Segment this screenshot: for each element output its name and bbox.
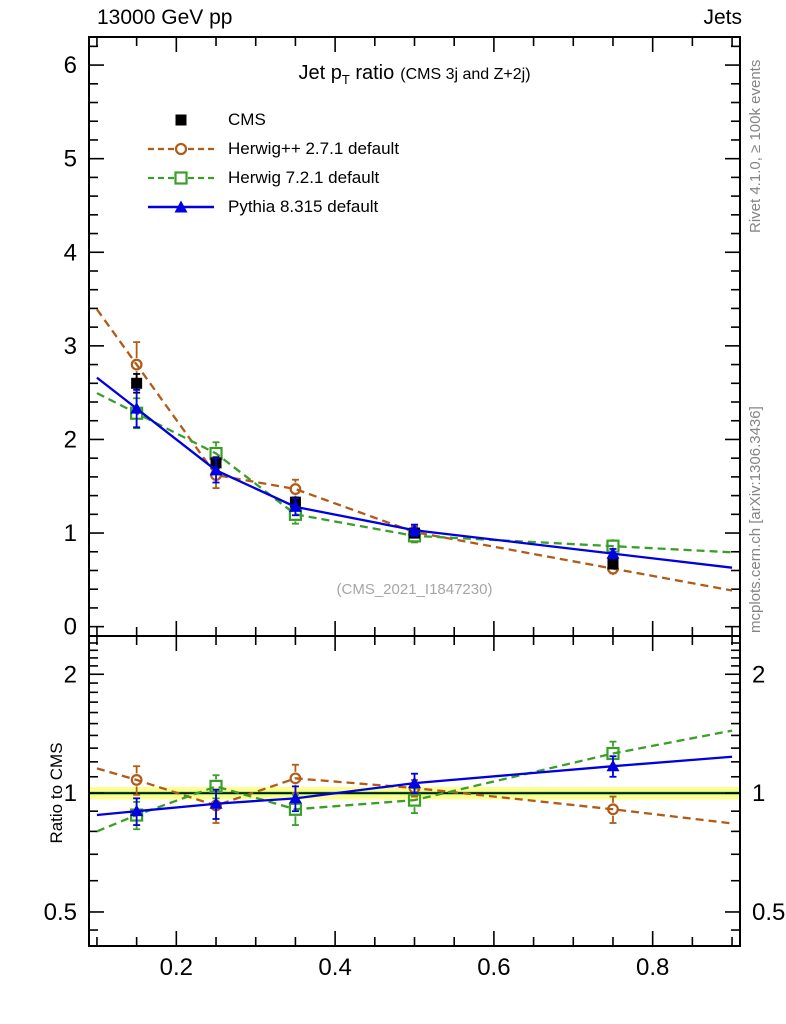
main-y-tick-label: 1: [64, 520, 77, 547]
plot-title: Jet pT ratio (CMS 3j and Z+2j): [89, 62, 740, 87]
ratio-herwigpp-marker: [130, 774, 143, 786]
watermark-label: (CMS_2021_I1847230): [336, 581, 493, 598]
herwigpp-marker-icon: [148, 142, 214, 155]
herwigpp-marker: [289, 483, 302, 495]
mcplots-credit-label: mcplots.cern.ch [arXiv:1306.3436]: [747, 406, 764, 633]
cms-marker-icon: [175, 114, 187, 125]
main-y-tick-label: 0: [64, 614, 77, 641]
ratio-pythia-marker: [209, 797, 223, 809]
plot-title-subscript: T: [341, 72, 350, 87]
legend-item-pythia: Pythia 8.315 default: [146, 192, 399, 221]
cms-marker: [607, 558, 619, 570]
ratio-herwigpp-marker: [607, 803, 619, 816]
legend: CMS Herwig++ 2.7.1 default Herwig 7.2.1 …: [146, 105, 399, 221]
plot-title-note: (CMS 3j and Z+2j): [400, 66, 531, 83]
ratio-pythia-marker: [408, 776, 421, 789]
ratio-panel-frame: [88, 635, 741, 947]
pythia-marker: [130, 402, 144, 414]
legend-label-herwig7: Herwig 7.2.1 default: [228, 167, 380, 187]
ratio-herwigpp-line: [96, 767, 733, 825]
herwigpp-marker: [130, 358, 143, 371]
ratio-herwigpp-marker: [289, 772, 302, 785]
legend-label-pythia: Pythia 8.315 default: [228, 196, 379, 216]
ratio-y-tick-label: 2: [64, 661, 77, 688]
main-y-tick-label: 2: [64, 426, 77, 453]
legend-label-herwigpp: Herwig++ 2.7.1 default: [228, 138, 400, 158]
pythia-line: [96, 376, 733, 569]
legend-item-cms: CMS: [146, 105, 399, 134]
ratio-herwig7-marker: [407, 793, 422, 807]
ratio-y-tick-label-right: 2: [752, 661, 765, 688]
ratio-y-tick-label: 1: [64, 780, 77, 807]
beam-energy-label: 13000 GeV pp: [97, 6, 233, 29]
analysis-group-label: Jets: [703, 6, 742, 29]
ratio-y-tick-label-right: 0.5: [752, 899, 785, 926]
x-tick-label: 0.8: [636, 954, 669, 981]
x-tick-label: 0.4: [318, 954, 351, 981]
ratio-y-tick-label: 0.5: [44, 899, 77, 926]
legend-item-herwig7: Herwig 7.2.1 default: [146, 163, 399, 192]
x-tick-label: 0.2: [160, 954, 193, 981]
legend-label-cms: CMS: [228, 109, 266, 129]
pythia-marker: [288, 500, 302, 512]
main-y-tick-label: 4: [64, 239, 77, 266]
rivet-version-label: Rivet 4.1.0, ≥ 100k events: [747, 59, 764, 233]
ratio-pythia-marker: [130, 804, 144, 817]
ratio-y-tick-label-right: 1: [752, 780, 765, 807]
herwig7-marker-icon: [148, 170, 214, 185]
legend-item-herwigpp: Herwig++ 2.7.1 default: [146, 134, 399, 163]
pythia-marker: [209, 463, 223, 476]
pythia-marker: [408, 523, 421, 536]
cms-marker: [131, 377, 143, 389]
main-y-tick-label: 5: [64, 146, 77, 173]
pythia-marker: [606, 547, 620, 559]
x-tick-label: 0.6: [477, 954, 510, 981]
main-y-tick-label: 3: [64, 333, 77, 360]
main-y-tick-label: 6: [64, 52, 77, 79]
ratio-axis-title: Ratio to CMS: [47, 742, 66, 844]
ratio-pythia-marker: [606, 759, 620, 772]
pythia-marker-icon: [148, 200, 214, 212]
plot-title-tail: ratio: [349, 62, 395, 84]
ratio-pythia-marker: [288, 791, 302, 804]
plot-title-lead: Jet p: [298, 62, 342, 84]
